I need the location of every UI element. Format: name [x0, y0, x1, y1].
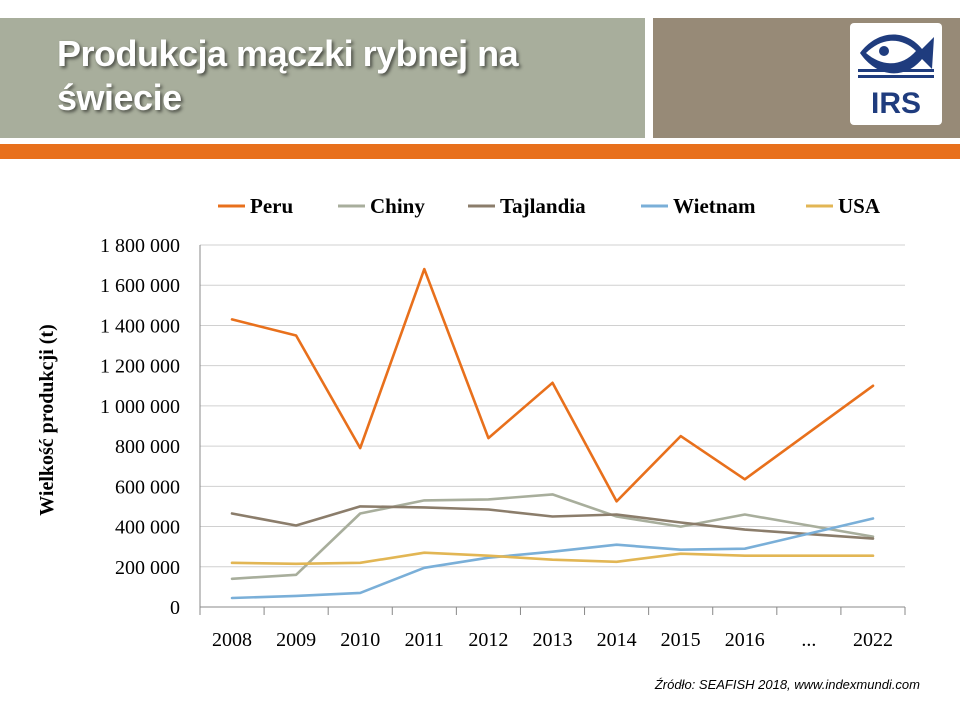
series-line-wietnam	[230, 517, 875, 600]
line-chart: Peru Chiny Tajlandia Wietnam USA 0 200 000 400…	[36, 194, 906, 651]
y-tick-label: 1 600 000	[100, 275, 180, 297]
y-tick-label: 1 200 000	[100, 356, 180, 378]
irs-logo: IRS	[850, 23, 942, 125]
accent-bar	[0, 144, 960, 159]
series-line-usa	[230, 551, 875, 566]
legend-item-peru: Peru	[218, 194, 293, 218]
legend-label: USA	[838, 194, 881, 218]
y-tick-label: 400 000	[115, 517, 180, 539]
source-note: Źródło: SEAFISH 2018, www.indexmundi.com	[654, 677, 920, 692]
x-tick-label: 2011	[405, 629, 444, 651]
series-line-peru	[230, 267, 875, 503]
legend-label: Chiny	[370, 194, 425, 218]
x-tick-label: 2022	[853, 629, 893, 651]
legend-item-usa: USA	[806, 194, 881, 218]
legend-item-wietnam: Wietnam	[641, 194, 756, 218]
y-tick-label: 600 000	[115, 476, 180, 498]
x-tick-label: 2009	[276, 629, 316, 651]
legend-label: Peru	[250, 194, 293, 218]
series-line-tajlandia	[230, 505, 875, 540]
x-tick-label: 2012	[468, 629, 508, 651]
y-tick-label: 1 400 000	[100, 315, 180, 337]
x-tick-label: 2013	[533, 629, 573, 651]
chart-tick-labels: 0 200 000 400 000 600 000 800 000 1 000 000 1 …	[100, 235, 893, 651]
x-tick-label: 2010	[340, 629, 380, 651]
y-tick-label: 1 800 000	[100, 235, 180, 257]
chart-legend: Peru Chiny Tajlandia Wietnam USA	[218, 194, 881, 218]
logo-text: IRS	[871, 87, 921, 120]
x-tick-label: 2016	[725, 629, 765, 651]
chart-axes	[199, 245, 906, 615]
y-tick-label: 200 000	[115, 557, 180, 579]
series-line-chiny	[230, 493, 875, 581]
legend-item-chiny: Chiny	[338, 194, 425, 218]
y-axis-title: Wielkość produkcji (t)	[36, 324, 58, 516]
slide-title: Produkcja mączki rybnej na świecie	[57, 33, 519, 118]
x-tick-label: 2008	[212, 629, 252, 651]
legend-label: Wietnam	[673, 194, 756, 218]
legend-item-tajlandia: Tajlandia	[468, 194, 586, 218]
y-tick-label: 1 000 000	[100, 396, 180, 418]
chart-grid	[200, 244, 905, 568]
x-tick-label: 2014	[597, 629, 637, 651]
fish-icon	[858, 34, 934, 78]
x-tick-label: 2015	[661, 629, 701, 651]
header-left-panel	[0, 18, 645, 138]
x-tick-label: ...	[801, 629, 816, 651]
legend-label: Tajlandia	[500, 194, 586, 218]
y-tick-label: 0	[170, 597, 180, 619]
chart-series	[230, 267, 875, 600]
y-tick-label: 800 000	[115, 436, 180, 458]
